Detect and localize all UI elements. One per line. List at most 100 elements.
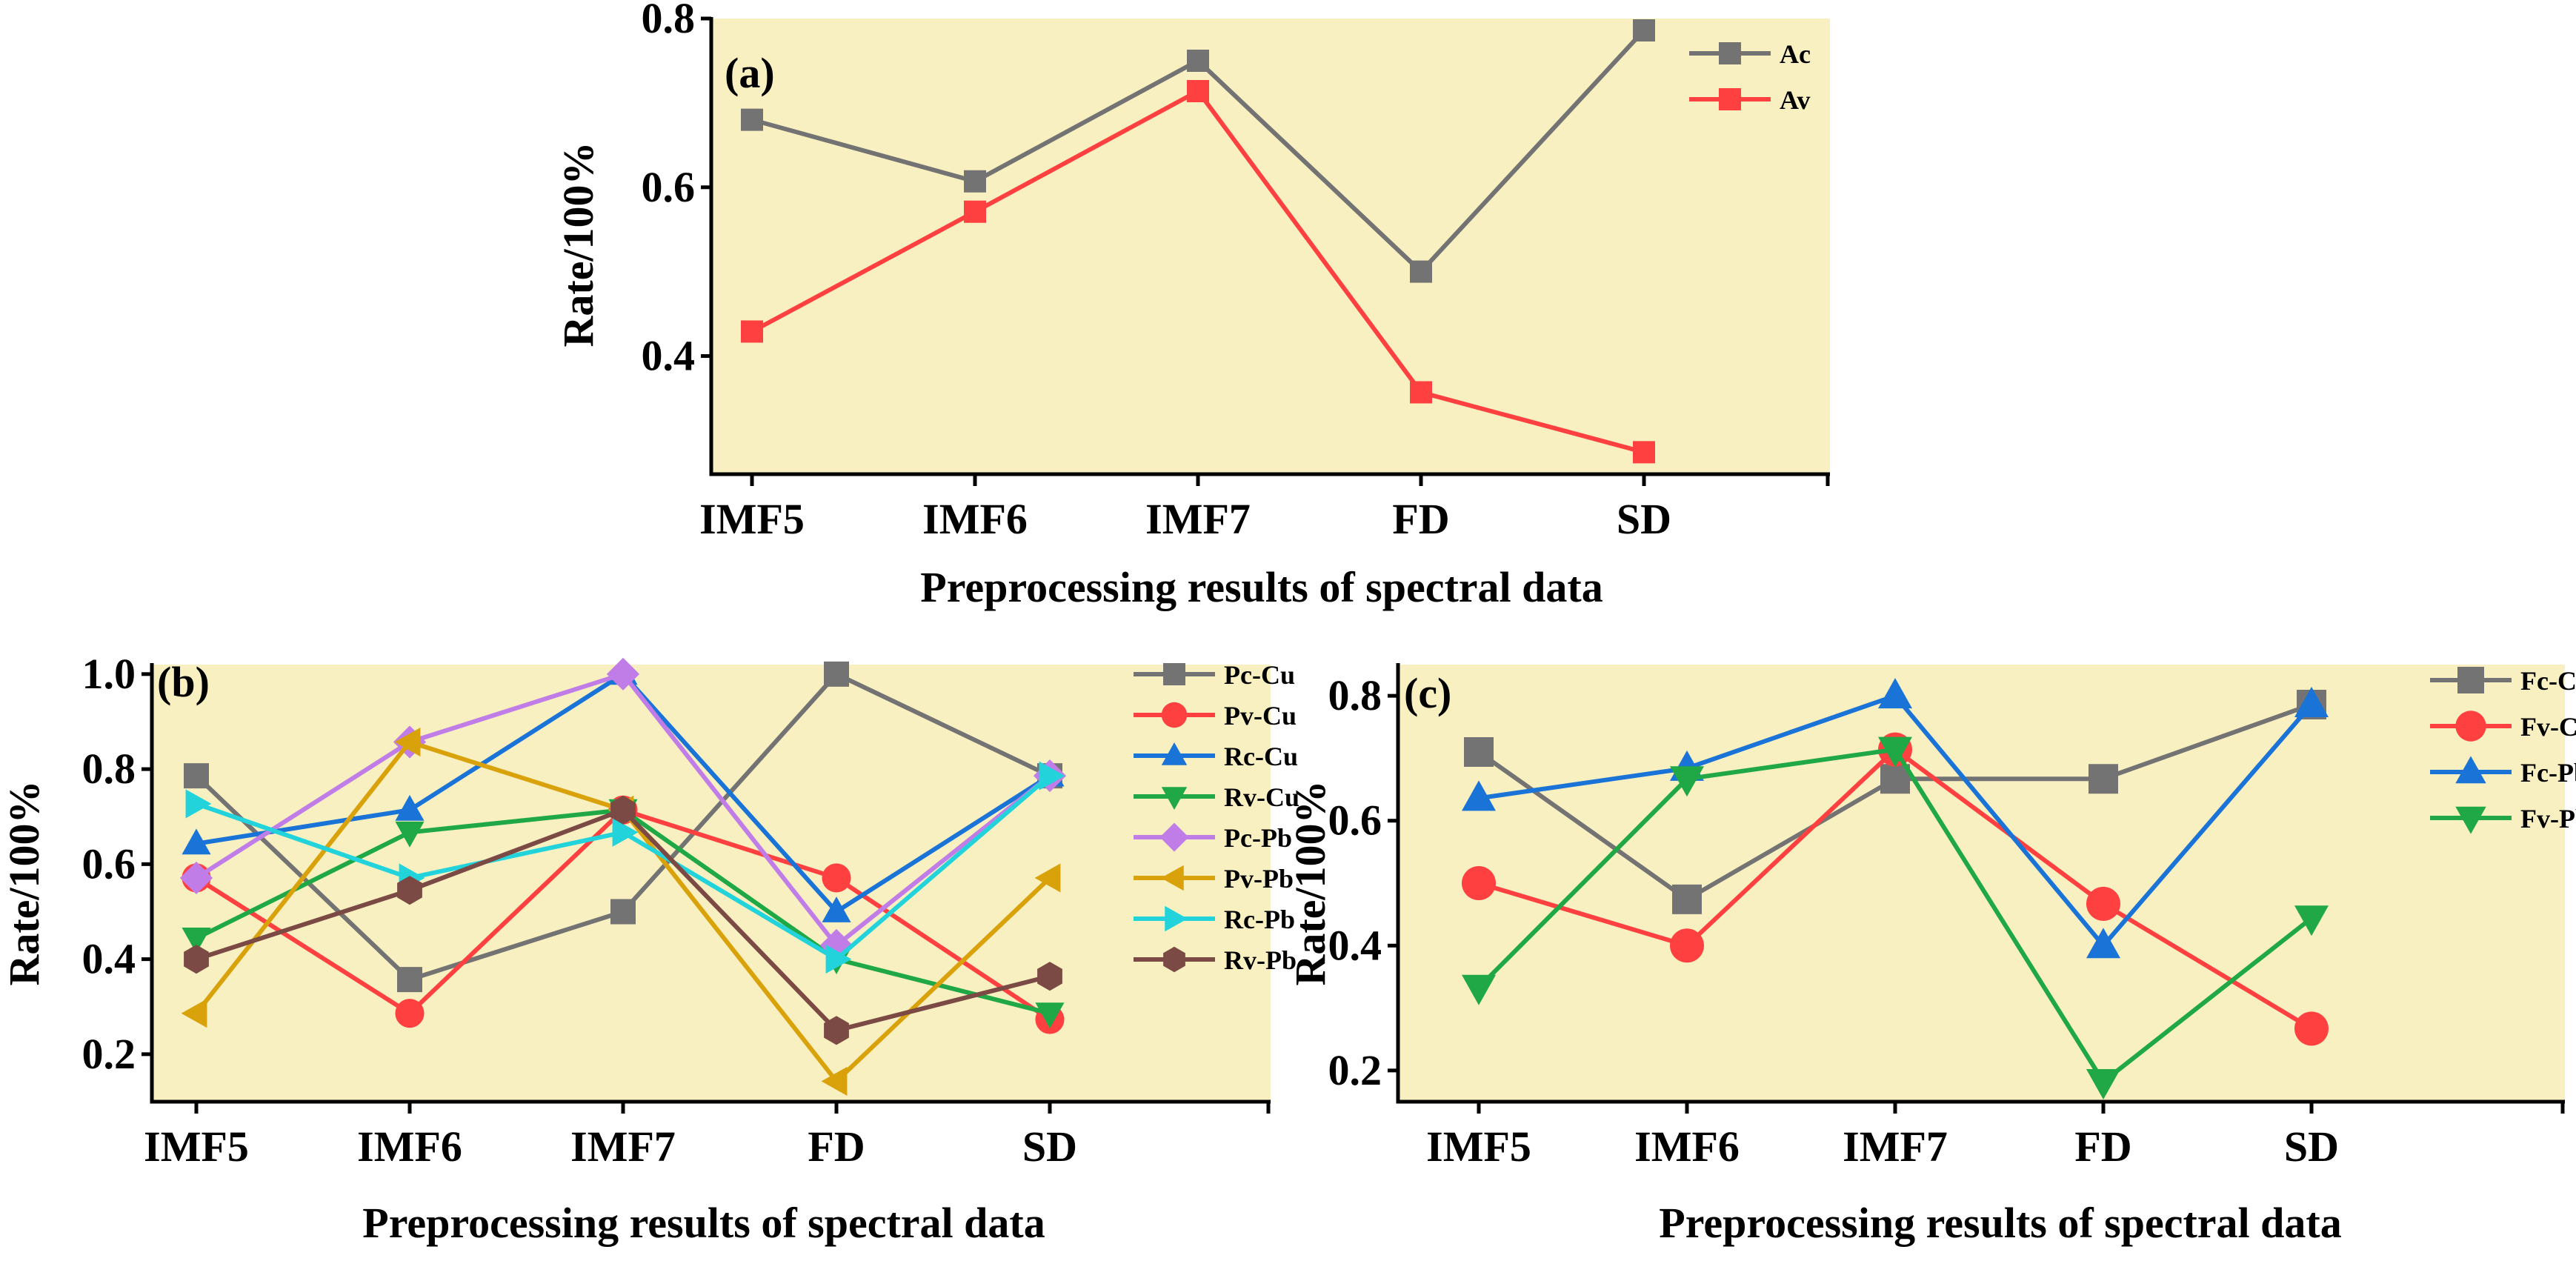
data-point-ac-fd bbox=[1410, 260, 1432, 283]
legend-label-pc-cu: Pc-Cu bbox=[1224, 660, 1295, 690]
axis-spines bbox=[1396, 663, 2565, 1104]
axis-spines bbox=[709, 17, 1830, 476]
y-tick-label: 0.2 bbox=[82, 1030, 136, 1078]
data-point-pv-pb-imf6 bbox=[394, 727, 421, 757]
legend: Ac Av bbox=[1689, 39, 1811, 115]
y-tick-label: 0.4 bbox=[82, 935, 136, 983]
legend-marker-rv-pb bbox=[1163, 946, 1185, 973]
x-tick-label: SD bbox=[2284, 1122, 2339, 1171]
data-point-av-imf7 bbox=[1187, 79, 1209, 102]
data-point-rc-pb-imf7 bbox=[612, 817, 639, 847]
legend-label-ac: Ac bbox=[1780, 39, 1811, 69]
data-point-rc-cu-imf6 bbox=[395, 794, 425, 821]
series-fv-pb bbox=[1462, 736, 2329, 1100]
panel-c: 0.2 0.4 0.6 0.8 IMF5 IMF6 IMF7 FD SD Preprocessin… bbox=[1286, 663, 2576, 1247]
legend-marker-pv-pb bbox=[1161, 865, 1184, 891]
y-tick-label: 1.0 bbox=[82, 650, 136, 698]
legend-label-pv-cu: Pv-Cu bbox=[1224, 701, 1297, 731]
panel-label: (a) bbox=[725, 49, 775, 97]
y-axis-title: Rate/100% bbox=[1286, 780, 1334, 985]
y-tick-label: 0.8 bbox=[82, 745, 136, 793]
data-point-av-fd bbox=[1410, 381, 1432, 404]
x-tick-label: FD bbox=[808, 1122, 865, 1171]
data-point-av-sd bbox=[1633, 441, 1655, 464]
data-point-rc-pb-fd bbox=[825, 945, 852, 974]
legend-label-fc-cu: Fc-Cu bbox=[2520, 666, 2576, 696]
legend-marker-rv-cu bbox=[1161, 787, 1188, 810]
data-point-av-imf5 bbox=[741, 320, 763, 343]
plot-area bbox=[711, 19, 1830, 474]
data-point-rv-cu-imf5 bbox=[182, 927, 211, 954]
data-point-rv-pb-fd bbox=[824, 1016, 849, 1045]
data-point-rv-pb-sd bbox=[1037, 962, 1062, 991]
data-point-pc-cu-imf5 bbox=[184, 763, 209, 789]
x-tick-label: FD bbox=[2074, 1122, 2131, 1171]
data-point-rv-cu-imf6 bbox=[395, 821, 425, 848]
legend-marker-fv-cu bbox=[2455, 711, 2486, 742]
data-point-fv-cu-sd bbox=[2294, 1011, 2329, 1046]
data-point-fc-pb-fd bbox=[2086, 928, 2120, 959]
axis-spines bbox=[150, 663, 1271, 1104]
legend-label-rv-pb: Rv-Pb bbox=[1224, 945, 1297, 975]
data-point-rc-pb-imf5 bbox=[185, 789, 212, 819]
legend-marker-fc-cu bbox=[2457, 667, 2484, 693]
y-tick-label: 0.6 bbox=[82, 839, 136, 888]
data-point-fc-cu-imf6 bbox=[1672, 884, 1702, 914]
legend-label-rc-pb: Rc-Pb bbox=[1224, 905, 1295, 934]
x-tick-label: IMF6 bbox=[1634, 1122, 1740, 1171]
data-point-pv-pb-sd bbox=[1034, 863, 1061, 893]
data-point-fv-cu-fd bbox=[2086, 886, 2120, 921]
data-point-rc-pb-sd bbox=[1039, 761, 1065, 791]
y-tick-label: 0.4 bbox=[642, 332, 696, 380]
data-point-pc-cu-imf7 bbox=[610, 899, 636, 925]
data-point-pc-cu-imf6 bbox=[397, 967, 422, 993]
x-axis-title: Preprocessing results of spectral data bbox=[1659, 1199, 2341, 1247]
series-av bbox=[741, 79, 1655, 464]
legend-marker-fv-pb bbox=[2455, 806, 2486, 834]
data-point-fc-pb-imf5 bbox=[1462, 780, 1496, 811]
x-axis-title: Preprocessing results of spectral data bbox=[920, 563, 1602, 611]
series-ac bbox=[741, 19, 1655, 283]
data-point-pv-cu-fd bbox=[822, 863, 851, 893]
data-point-pv-pb-imf5 bbox=[181, 999, 207, 1028]
data-point-rv-pb-imf6 bbox=[397, 876, 422, 905]
x-tick-label: IMF7 bbox=[1843, 1122, 1948, 1171]
data-point-pc-pb-imf5 bbox=[179, 861, 213, 895]
data-point-fv-pb-imf7 bbox=[1878, 736, 1912, 768]
x-tick-label: IMF5 bbox=[699, 495, 805, 543]
data-point-rv-cu-sd bbox=[1035, 1002, 1065, 1029]
data-point-rv-pb-imf7 bbox=[610, 795, 636, 825]
data-point-fv-cu-imf5 bbox=[1462, 866, 1496, 900]
panel-label: (c) bbox=[1404, 669, 1451, 717]
legend-marker-fc-pb bbox=[2455, 756, 2486, 784]
data-point-fv-cu-imf6 bbox=[1670, 928, 1704, 963]
legend-marker-rc-pb bbox=[1165, 905, 1188, 932]
data-point-fv-pb-fd bbox=[2086, 1069, 2120, 1100]
data-point-ac-sd bbox=[1633, 19, 1655, 41]
x-tick-label: IMF7 bbox=[1145, 495, 1251, 543]
x-axis-title: Preprocessing results of spectral data bbox=[362, 1199, 1045, 1247]
data-point-ac-imf7 bbox=[1187, 49, 1209, 72]
y-tick-label: 0.6 bbox=[1328, 796, 1382, 845]
legend-label-rc-cu: Rc-Cu bbox=[1224, 742, 1298, 771]
y-tick-label: 0.8 bbox=[1328, 671, 1382, 719]
panel-label: (b) bbox=[157, 658, 210, 706]
data-point-fc-pb-imf7 bbox=[1878, 678, 1912, 709]
legend-marker-av bbox=[1719, 88, 1741, 110]
y-axis-title: Rate/100% bbox=[0, 780, 48, 985]
series-rv-pb bbox=[184, 795, 1062, 1045]
y-tick-label: 0.4 bbox=[1328, 921, 1382, 969]
data-point-fc-cu-imf5 bbox=[1464, 737, 1494, 767]
y-axis-title: Rate/100% bbox=[554, 142, 602, 347]
legend-marker-pc-cu bbox=[1163, 663, 1185, 685]
data-point-rc-cu-fd bbox=[822, 896, 851, 922]
legend-marker-ac bbox=[1719, 42, 1741, 64]
data-point-fc-cu-fd bbox=[2089, 764, 2118, 794]
data-point-pc-cu-fd bbox=[824, 661, 849, 687]
legend: Fc-Cu Fv-Cu Fc-Pb Fv-Pb bbox=[2430, 666, 2576, 834]
x-tick-label: IMF6 bbox=[922, 495, 1028, 543]
panel-b: 0.2 0.4 0.6 0.8 1.0 IMF5 IMF6 IMF7 FD SD Preproces… bbox=[0, 650, 1299, 1247]
legend-label-fv-pb: Fv-Pb bbox=[2520, 804, 2576, 834]
x-tick-label: IMF7 bbox=[570, 1122, 676, 1171]
